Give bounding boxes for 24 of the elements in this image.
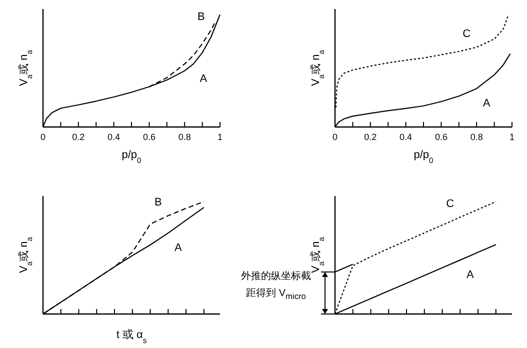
x-axis-title: p/p$_{0}$ xyxy=(122,149,142,164)
x-axis-title: t 或 α$_{s}$ xyxy=(116,328,147,344)
series-label: A xyxy=(482,98,491,110)
series-label: B xyxy=(197,10,205,23)
series-label: A xyxy=(174,242,182,254)
x-axis-title: p/p$_{0}$ xyxy=(414,149,434,164)
x-tick-label: 1 xyxy=(217,132,223,142)
text: 外推的纵坐标截距得到 V$_{micro}$ xyxy=(240,270,312,303)
x-tick-label: 0.4 xyxy=(108,132,120,142)
x-tick-label: 0.8 xyxy=(470,132,483,142)
series-label: B xyxy=(154,196,162,209)
x-tick-label: 0.2 xyxy=(364,132,377,142)
x-tick-label: 0.6 xyxy=(434,132,448,142)
series-label: C xyxy=(446,198,454,210)
series-label: A xyxy=(200,72,208,85)
x-tick-label: 1 xyxy=(509,132,515,142)
x-tick-label: 0 xyxy=(332,132,338,142)
x-tick-label: 0.8 xyxy=(178,132,191,142)
series-label: A xyxy=(466,269,474,282)
x-tick-label: 0.2 xyxy=(72,132,85,142)
series-label: C xyxy=(462,28,471,40)
x-tick-label: 0 xyxy=(40,132,46,142)
x-tick-label: 0.4 xyxy=(400,132,412,142)
x-tick-label: 0.6 xyxy=(142,132,156,142)
